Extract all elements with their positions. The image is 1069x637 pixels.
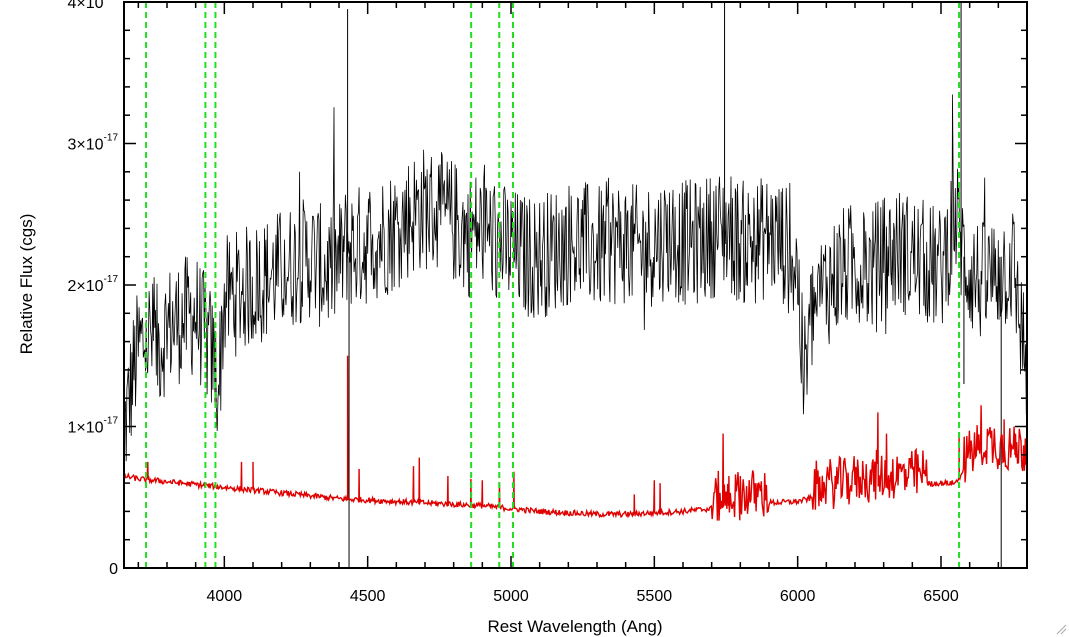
x-tick-label: 6000	[780, 588, 816, 605]
x-axis-title: Rest Wavelength (Ang)	[487, 617, 662, 636]
x-tick-label: 4000	[207, 588, 243, 605]
error-spectrum-line	[124, 355, 1027, 521]
plot-area	[124, 2, 1027, 568]
resize-grip-icon[interactable]	[1055, 623, 1067, 635]
x-tick-label: 6500	[923, 588, 959, 605]
y-tick-exponent: -17	[104, 0, 119, 2]
x-tick-label: 5500	[637, 588, 673, 605]
x-tick-label: 5000	[493, 588, 529, 605]
y-tick-exponent: -17	[104, 274, 119, 285]
x-tick-label: 4500	[350, 588, 386, 605]
y-axis-title: Relative Flux (cgs)	[17, 214, 36, 355]
observed-spectrum-line	[124, 94, 1027, 462]
y-tick-exponent: -17	[104, 416, 119, 427]
axes: 4000 4500 5000 5500 6000 650001×10-172×10-173…	[68, 0, 1028, 605]
y-tick-exponent: -17	[104, 133, 119, 144]
y-tick-label: 0	[109, 561, 118, 578]
